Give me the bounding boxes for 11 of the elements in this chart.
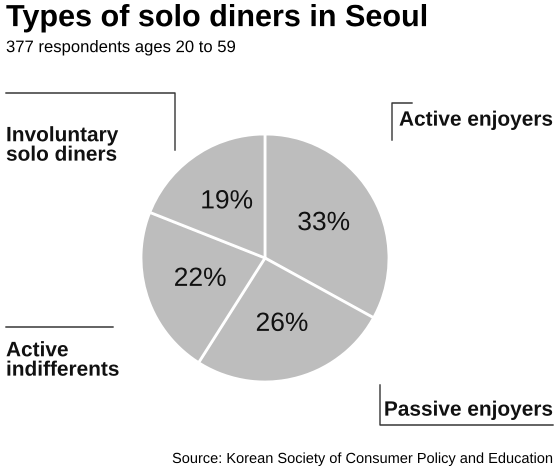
data-label: 22%: [175, 267, 226, 286]
slice-label: Active enjoyers: [400, 110, 552, 130]
source-note: Source: Korean Society of Consumer Policy and Education: [172, 452, 552, 466]
chart-subtitle: 377 respondents ages 20 to 59: [6, 40, 236, 56]
data-label: 33%: [298, 212, 350, 230]
slice-label: Active indifferents: [6, 341, 119, 376]
data-label: 19%: [202, 190, 252, 209]
slice-label: Passive enjoyers: [385, 400, 552, 420]
slice-label: Involuntary solo diners: [6, 126, 118, 161]
data-label: 26%: [256, 312, 308, 332]
chart-title: Types of solo diners in Seoul: [6, 4, 426, 32]
